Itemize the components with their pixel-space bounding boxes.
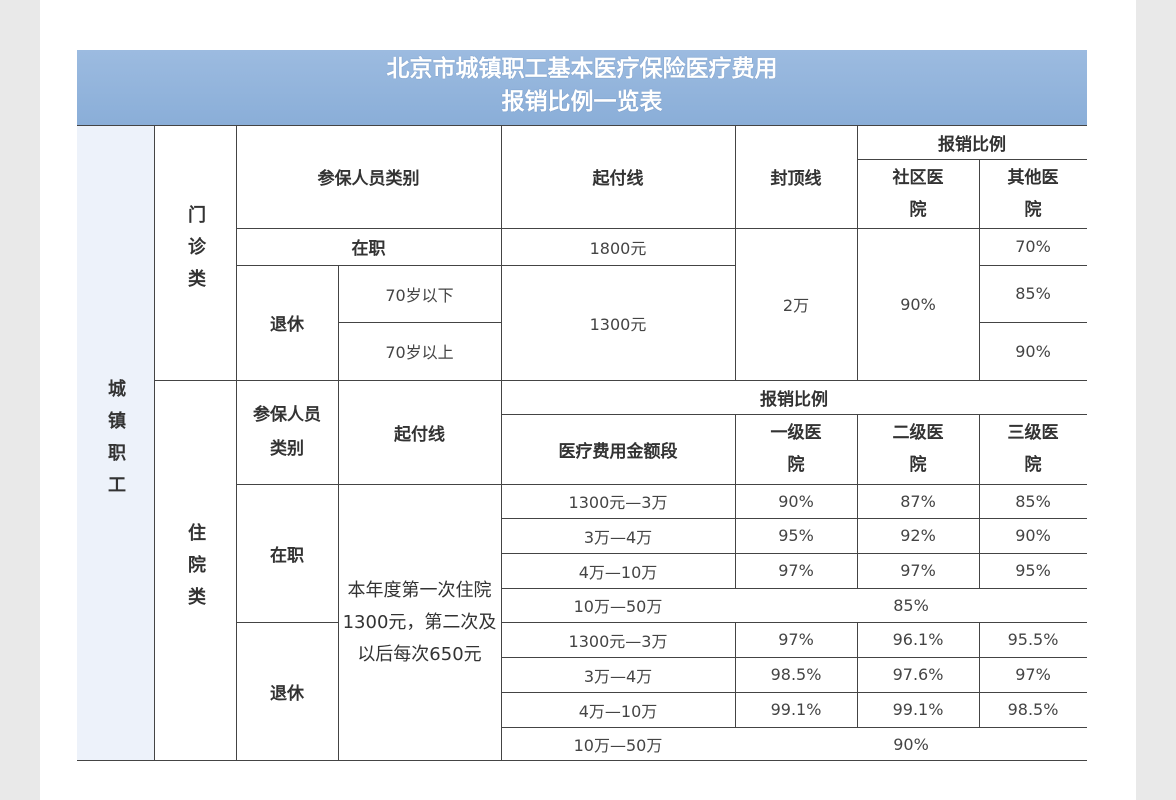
ip-emp-l2-2: 92% bbox=[900, 526, 936, 545]
op-employed-label: 在职 bbox=[351, 239, 386, 259]
ip-ret-l2-1: 96.1% bbox=[892, 630, 944, 649]
grid-line bbox=[338, 265, 339, 380]
op-header-deductible: 起付线 bbox=[592, 169, 644, 189]
ip-emp-l3-1: 85% bbox=[1015, 491, 1051, 511]
grid-line bbox=[236, 125, 237, 761]
op-cap-value: 2万 bbox=[782, 296, 810, 315]
ip-header-level2: 二级医院 bbox=[892, 423, 944, 475]
ip-emp-range-3: 4万—10万 bbox=[578, 562, 658, 582]
grid-line bbox=[501, 125, 502, 380]
op-header-ratio: 报销比例 bbox=[938, 134, 1006, 155]
ip-ret-l1-3: 99.1% bbox=[770, 700, 822, 719]
ip-emp-range-1: 1300元—3万 bbox=[568, 493, 668, 512]
op-header-community: 社区医院 bbox=[892, 167, 944, 220]
grid-line bbox=[857, 622, 858, 727]
ip-header-deductible: 起付线 bbox=[394, 424, 445, 445]
grid-line bbox=[501, 692, 1087, 693]
ip-ret-l3-3: 98.5% bbox=[1007, 700, 1059, 719]
grid-line bbox=[979, 159, 980, 380]
grid-line bbox=[501, 657, 1087, 658]
ip-emp-l1-1: 90% bbox=[778, 491, 814, 511]
op-retired-deductible: 1300元 bbox=[589, 314, 647, 334]
grid-line bbox=[236, 265, 735, 266]
grid-line bbox=[501, 414, 1087, 415]
ip-retired-label: 退休 bbox=[270, 684, 304, 704]
grid-line bbox=[501, 380, 502, 761]
grid-line bbox=[236, 484, 1087, 485]
ip-ret-l2-3: 99.1% bbox=[892, 700, 944, 719]
ip-ret-l2-2: 97.6% bbox=[892, 665, 944, 684]
op-header-cap: 封顶线 bbox=[770, 169, 822, 189]
ip-emp-l3-3: 95% bbox=[1015, 561, 1051, 580]
op-header-person-type: 参保人员类别 bbox=[317, 169, 420, 189]
grid-line bbox=[857, 159, 1087, 160]
ip-ret-merged-4: 90% bbox=[893, 734, 929, 754]
ip-emp-range-2: 3万—4万 bbox=[583, 527, 653, 547]
op-employed-other: 70% bbox=[1015, 237, 1051, 256]
op-over70-label: 70岁以上 bbox=[385, 343, 454, 362]
grid-line bbox=[979, 622, 980, 727]
title-line-2: 报销比例一览表 bbox=[501, 89, 663, 115]
op-employed-deductible: 1800元 bbox=[589, 238, 647, 258]
ip-emp-l2-1: 87% bbox=[900, 491, 936, 511]
inpatient-label: 住院类 bbox=[154, 380, 236, 761]
ip-ret-range-1: 1300元—3万 bbox=[568, 631, 668, 651]
op-retired-label: 退休 bbox=[270, 315, 304, 335]
grid-line bbox=[77, 760, 1087, 761]
ip-employed-label: 在职 bbox=[270, 545, 304, 566]
ip-header-person-type: 参保人员类别 bbox=[253, 405, 321, 459]
ip-emp-l1-2: 95% bbox=[778, 526, 814, 545]
ip-ret-range-3: 4万—10万 bbox=[578, 701, 658, 721]
grid-line bbox=[338, 322, 501, 323]
grid-line bbox=[735, 125, 736, 380]
ip-ret-range-4: 10万—50万 bbox=[573, 736, 663, 755]
grid-line bbox=[979, 322, 1087, 323]
ip-ret-range-2: 3万—4万 bbox=[583, 666, 653, 686]
ip-emp-l3-2: 90% bbox=[1015, 526, 1051, 545]
title-line-1: 北京市城镇职工基本医疗保险医疗费用 bbox=[386, 56, 778, 82]
grid-line bbox=[501, 727, 1087, 728]
grid-line bbox=[501, 518, 1087, 519]
ip-emp-merged-4: 85% bbox=[893, 595, 929, 615]
ip-ret-l1-2: 98.5% bbox=[770, 665, 822, 684]
grid-line bbox=[77, 125, 1087, 126]
inpatient-text: 住院类 bbox=[185, 522, 206, 619]
ip-ret-l3-2: 97% bbox=[1015, 665, 1051, 684]
op-header-other: 其他医院 bbox=[1007, 167, 1059, 220]
op-over70-other: 90% bbox=[1015, 341, 1051, 361]
ip-emp-l1-3: 97% bbox=[778, 561, 814, 580]
page-background bbox=[40, 0, 1136, 800]
op-community-value: 90% bbox=[900, 294, 936, 314]
ip-ret-l1-1: 97% bbox=[778, 630, 814, 649]
grid-line bbox=[501, 622, 1087, 623]
grid-line bbox=[857, 414, 858, 588]
grid-line bbox=[501, 553, 1087, 554]
ip-header-ratio: 报销比例 bbox=[760, 389, 828, 410]
ip-header-level3: 三级医院 bbox=[1007, 423, 1059, 475]
op-under70-label: 70岁以下 bbox=[385, 285, 454, 305]
table-title: 北京市城镇职工基本医疗保险医疗费用 报销比例一览表 bbox=[77, 50, 1087, 125]
outpatient-text: 门诊类 bbox=[185, 204, 206, 301]
ip-header-level1: 一级医院 bbox=[770, 423, 822, 475]
ip-header-amount: 医疗费用金额段 bbox=[558, 441, 678, 462]
category-label: 城镇职工 bbox=[77, 125, 154, 761]
grid-line bbox=[979, 265, 1087, 266]
grid-line bbox=[857, 125, 858, 380]
grid-line bbox=[735, 622, 736, 727]
grid-line bbox=[501, 588, 1087, 589]
grid-line bbox=[154, 125, 155, 761]
ip-emp-range-4: 10万—50万 bbox=[573, 597, 663, 616]
grid-line bbox=[979, 414, 980, 588]
grid-line bbox=[154, 380, 1087, 381]
grid-line bbox=[236, 622, 338, 623]
op-under70-other: 85% bbox=[1015, 284, 1051, 303]
grid-line bbox=[236, 228, 1087, 229]
grid-line bbox=[735, 414, 736, 588]
ip-deductible-text: 本年度第一次住院1300元，第二次及以后每次650元 bbox=[342, 579, 497, 665]
category-text: 城镇职工 bbox=[105, 379, 126, 507]
grid-line bbox=[338, 380, 339, 761]
outpatient-label: 门诊类 bbox=[154, 125, 236, 380]
ip-ret-l3-1: 95.5% bbox=[1007, 630, 1059, 649]
ip-emp-l2-3: 97% bbox=[900, 561, 936, 580]
